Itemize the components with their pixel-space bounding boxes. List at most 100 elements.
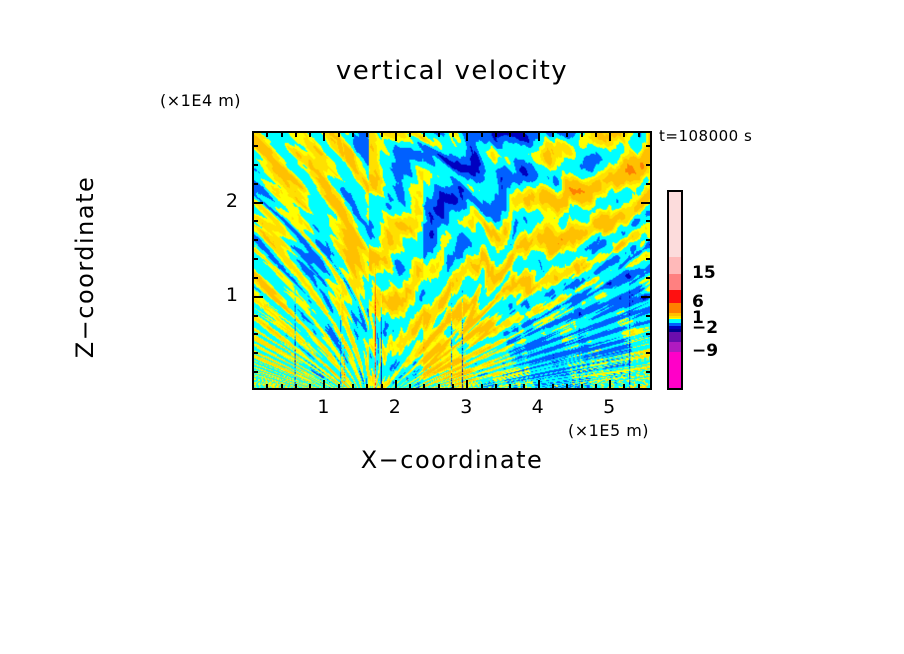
x-tick-minor: [266, 384, 269, 390]
colorbar-tick-label: −2: [692, 318, 719, 339]
y-tick-minor: [252, 239, 258, 242]
colorbar-tick-label: 15: [692, 262, 716, 283]
x-tick-minor: [480, 131, 483, 137]
x-tick-minor: [509, 384, 512, 390]
colorbar-band: [669, 332, 681, 343]
y-tick-minor: [252, 220, 258, 223]
y-tick-minor: [646, 371, 652, 374]
x-tick-minor: [623, 384, 626, 390]
y-tick-minor: [252, 352, 258, 355]
x-tick-minor: [352, 131, 354, 137]
x-tick-minor: [509, 131, 512, 137]
x-tick-minor: [552, 384, 554, 390]
y-axis-title: Z−coordinate: [71, 175, 99, 359]
x-tick-minor: [352, 384, 354, 390]
y-tick-major: [252, 295, 263, 298]
x-tick-minor: [380, 131, 383, 137]
x-tick-label: 5: [603, 396, 616, 418]
y-tick-minor: [646, 258, 652, 261]
x-tick-major: [609, 380, 612, 390]
colorbar: [667, 190, 683, 390]
x-unit-label: (×1E5 m): [568, 421, 650, 440]
x-tick-minor: [309, 131, 312, 137]
velocity-field-canvas: [254, 133, 650, 388]
x-tick-minor: [494, 384, 497, 390]
x-tick-minor: [437, 384, 440, 390]
x-tick-minor: [594, 384, 597, 390]
colorbar-tick-label: 6: [692, 292, 704, 313]
x-tick-minor: [423, 131, 426, 137]
x-tick-label: 3: [460, 396, 473, 418]
x-tick-minor: [423, 384, 426, 390]
x-tick-minor: [623, 131, 626, 137]
y-tick-minor: [646, 333, 652, 336]
y-tick-major: [641, 295, 652, 298]
y-tick-minor: [646, 163, 652, 166]
x-tick-minor: [366, 384, 369, 390]
y-tick-major: [252, 201, 263, 204]
colorbar-band: [669, 317, 681, 320]
y-tick-major: [641, 201, 652, 204]
x-tick-major: [323, 131, 326, 141]
time-annotation: t=108000 s: [659, 127, 753, 145]
x-tick-minor: [366, 131, 369, 137]
x-tick-minor: [266, 131, 269, 137]
y-tick-minor: [252, 145, 258, 148]
y-tick-minor: [252, 163, 258, 166]
x-tick-major: [323, 380, 326, 390]
x-tick-major: [537, 131, 540, 141]
y-tick-label: 2: [225, 189, 238, 212]
x-tick-minor: [480, 384, 483, 390]
y-tick-minor: [252, 258, 258, 261]
colorbar-band: [669, 325, 681, 330]
x-tick-major: [394, 131, 397, 141]
x-tick-minor: [637, 131, 640, 137]
y-tick-minor: [646, 276, 652, 279]
y-unit-label: (×1E4 m): [160, 91, 242, 110]
y-tick-minor: [646, 220, 652, 223]
colorbar-band: [669, 257, 681, 274]
x-tick-minor: [580, 384, 583, 390]
x-tick-minor: [452, 384, 454, 390]
x-tick-major: [537, 380, 540, 390]
y-tick-minor: [646, 352, 652, 355]
colorbar-band: [669, 319, 681, 323]
x-tick-minor: [294, 384, 297, 390]
colorbar-band: [669, 329, 681, 333]
x-tick-minor: [309, 384, 312, 390]
plot-area: [252, 131, 652, 390]
colorbar-tick-label: −9: [692, 341, 719, 362]
y-tick-minor: [646, 314, 652, 317]
colorbar-band: [669, 303, 681, 313]
x-tick-minor: [552, 131, 554, 137]
y-tick-minor: [252, 314, 258, 317]
y-tick-minor: [646, 182, 652, 185]
x-tick-minor: [523, 131, 526, 137]
x-tick-label: 1: [317, 396, 330, 418]
colorbar-band: [669, 273, 681, 290]
x-tick-minor: [337, 384, 340, 390]
colorbar-band: [669, 312, 681, 317]
x-tick-minor: [594, 131, 597, 137]
y-tick-minor: [252, 276, 258, 279]
colorbar-band: [669, 192, 681, 258]
x-tick-minor: [523, 384, 526, 390]
colorbar-band: [669, 352, 681, 388]
x-tick-minor: [409, 131, 412, 137]
x-tick-minor: [452, 131, 454, 137]
x-tick-minor: [280, 131, 283, 137]
colorbar-band: [669, 316, 681, 318]
x-tick-minor: [409, 384, 412, 390]
page-title: vertical velocity: [335, 56, 569, 86]
x-axis-title: X−coordinate: [360, 446, 544, 474]
y-tick-label: 1: [225, 283, 238, 306]
x-tick-major: [609, 131, 612, 141]
x-tick-label: 2: [388, 396, 401, 418]
x-tick-major: [394, 380, 397, 390]
x-tick-minor: [566, 131, 569, 137]
colorbar-band: [669, 342, 681, 353]
y-tick-minor: [252, 333, 258, 336]
colorbar-tick-label: 1: [692, 308, 704, 329]
x-tick-major: [466, 380, 469, 390]
x-tick-minor: [294, 131, 297, 137]
